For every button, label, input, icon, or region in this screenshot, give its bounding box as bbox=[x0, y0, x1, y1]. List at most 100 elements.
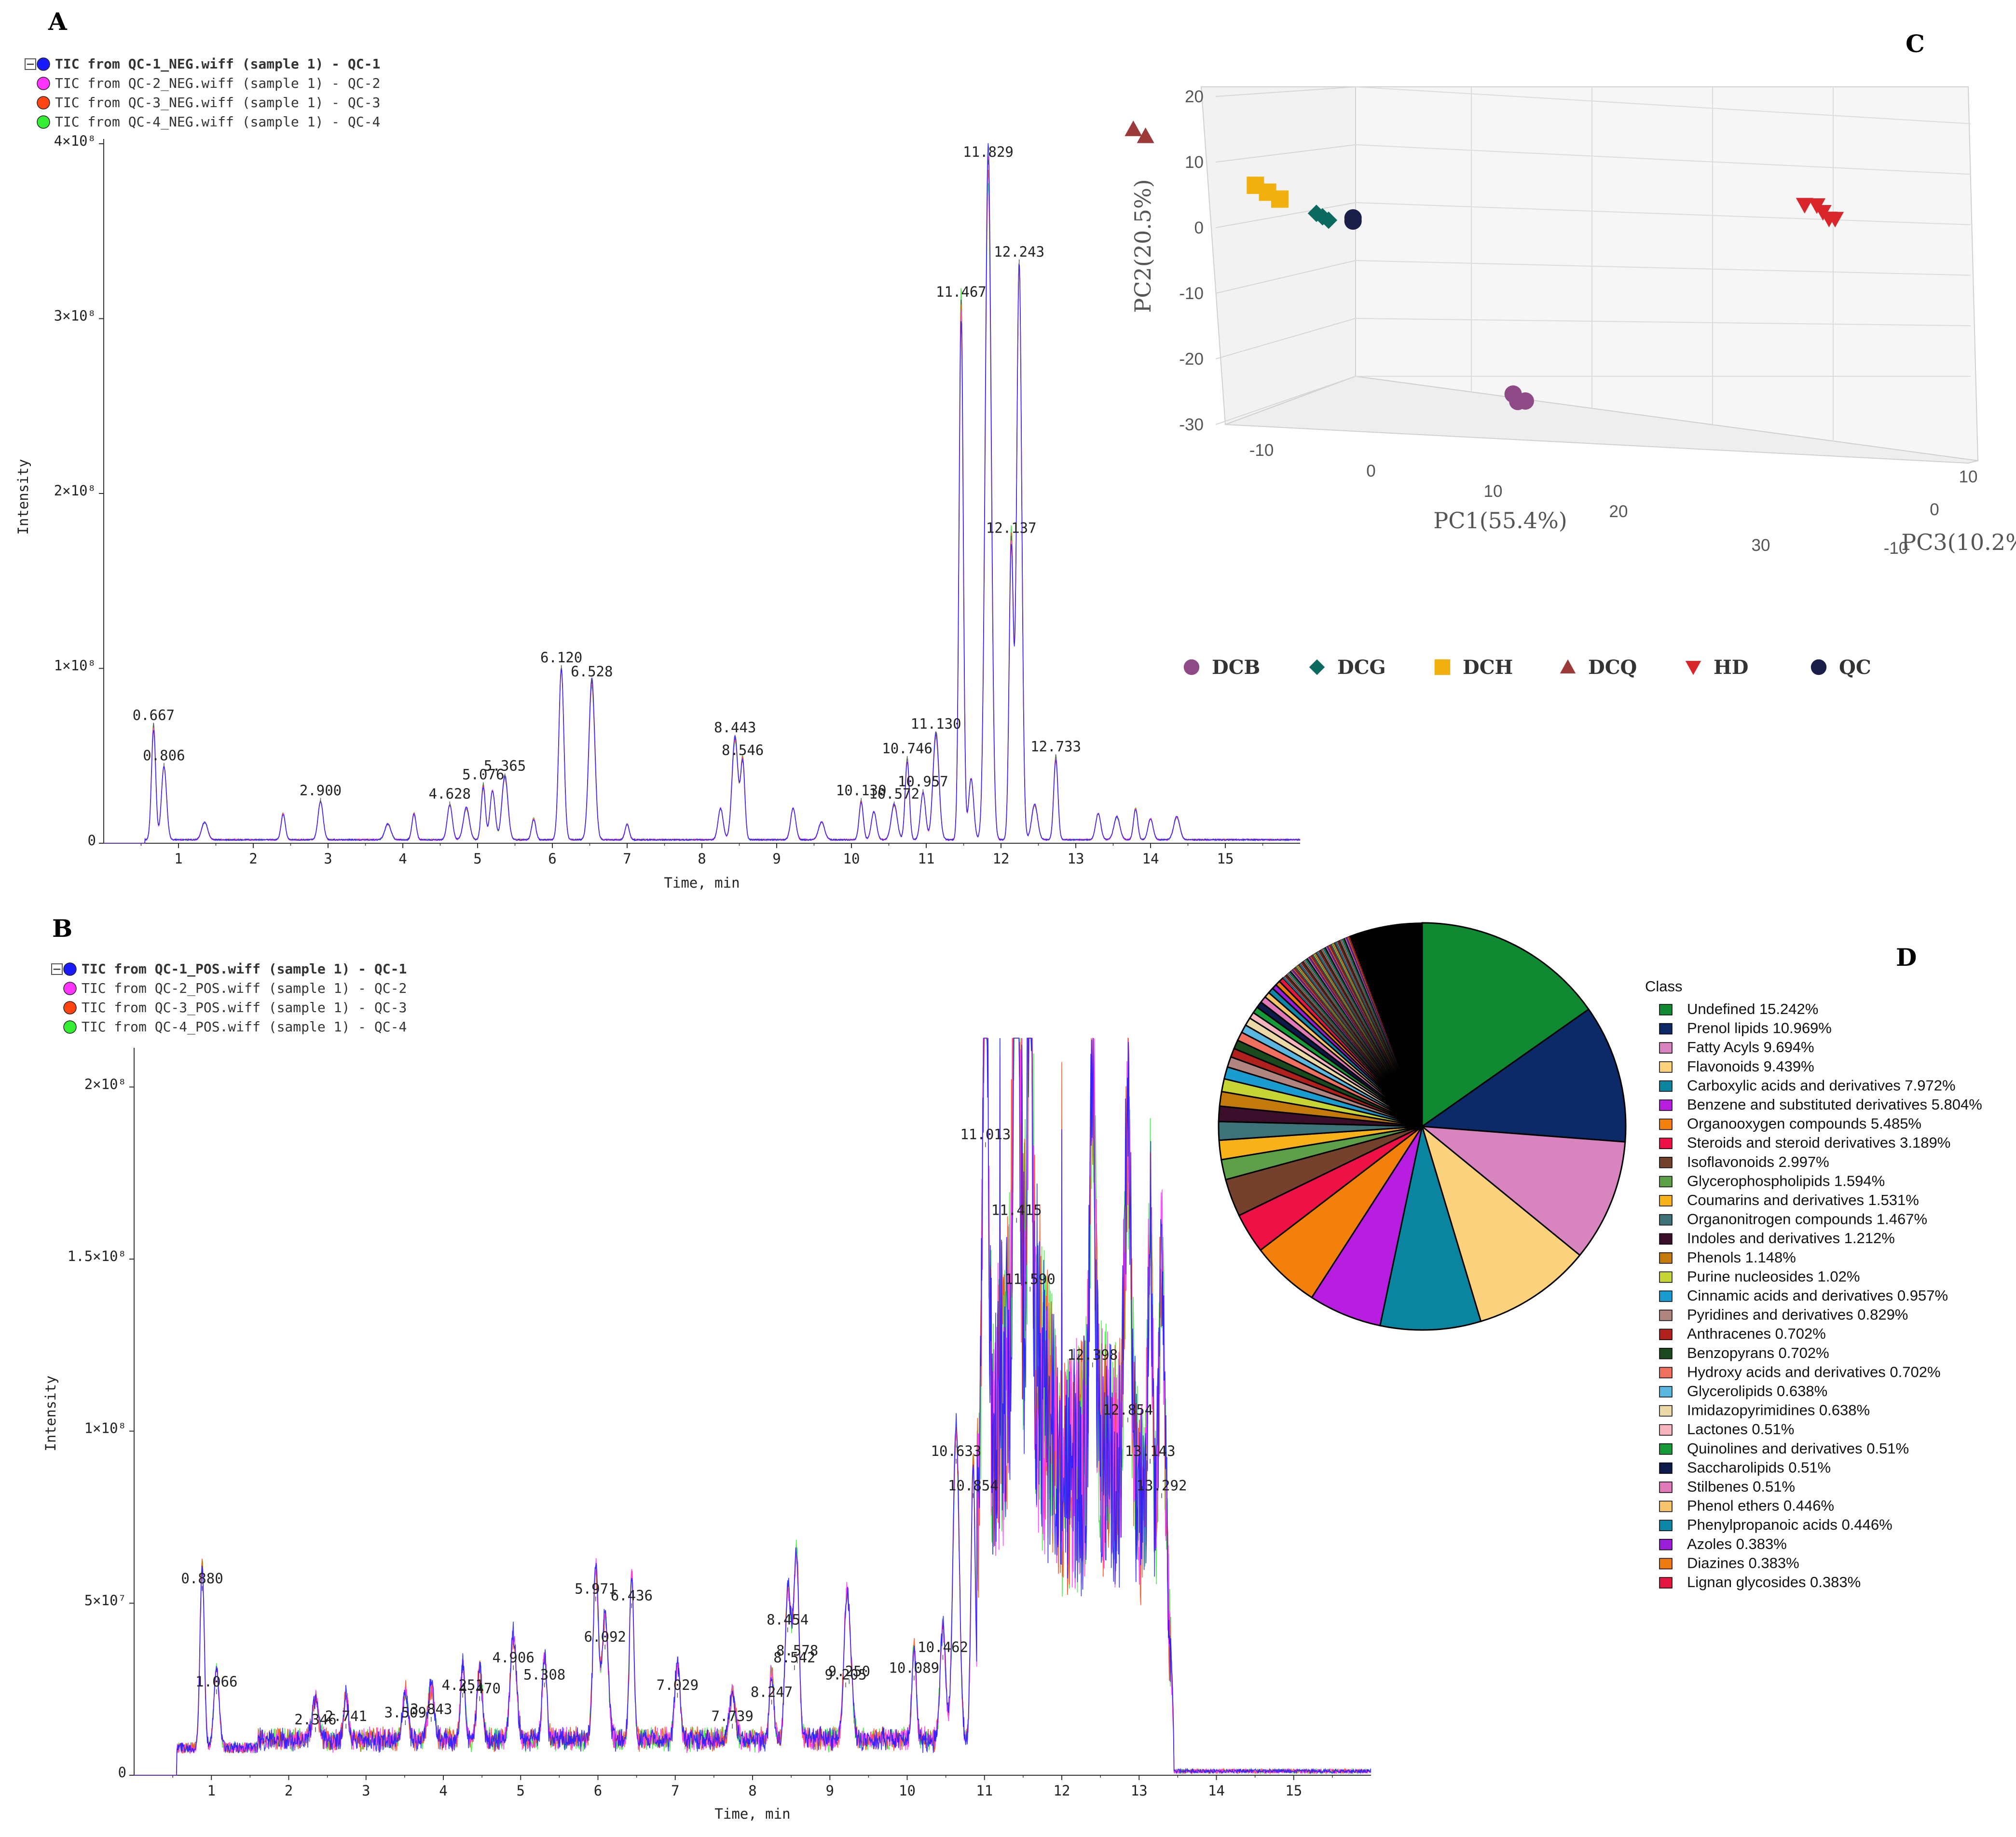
pie-legend-swatch-7 bbox=[1659, 1118, 1673, 1130]
pca-x-tick-label: 0 bbox=[1366, 462, 1375, 480]
legend-a: − TIC from QC-1_NEG.wiff (sample 1) - QC-… bbox=[25, 56, 380, 130]
y-tick-label: 2×10⁸ bbox=[54, 482, 96, 499]
peak-label: 10.572 bbox=[869, 786, 919, 802]
pca-y-axis-title: PC2(20.5%) bbox=[1130, 179, 1156, 313]
y-tick-label: 4×10⁸ bbox=[54, 133, 96, 149]
pie-legend-label-21: Glycerolipids 0.638% bbox=[1687, 1383, 1827, 1399]
pca-y-tick-label: 0 bbox=[1194, 219, 1204, 237]
pca-x-tick-label: -10 bbox=[1249, 441, 1274, 460]
peak-label: 11.130 bbox=[911, 716, 961, 732]
pca-x-tick-label: 30 bbox=[1752, 536, 1770, 555]
pca-point-hd bbox=[1796, 198, 1813, 214]
peak-label: 11.013 bbox=[960, 1126, 1011, 1143]
peak-label: 9.250 bbox=[828, 1663, 870, 1680]
peak-label: 10.089 bbox=[889, 1659, 939, 1676]
pie-legend-label-12: Organonitrogen compounds 1.467% bbox=[1687, 1211, 1927, 1228]
x-tick-label: 3 bbox=[324, 850, 332, 867]
peak-label: 11.829 bbox=[963, 144, 1014, 160]
peak-label: 10.746 bbox=[882, 740, 933, 756]
peak-label: 13.143 bbox=[1125, 1443, 1176, 1459]
pca-legend-marker-hd bbox=[1685, 661, 1701, 675]
pie-legend-swatch-25 bbox=[1659, 1462, 1673, 1474]
pie-legend-swatch-12 bbox=[1659, 1214, 1673, 1226]
pie-legend-label-5: Carboxylic acids and derivatives 7.972% bbox=[1687, 1077, 1956, 1094]
pie-legend-label-4: Flavonoids 9.439% bbox=[1687, 1058, 1814, 1075]
legend-b-entry-2: TIC from QC-2_POS.wiff (sample 1) - QC-2 bbox=[82, 980, 407, 997]
x-tick-label: 13 bbox=[1068, 850, 1084, 867]
peak-label: 10.130 bbox=[836, 782, 887, 798]
legend-a-entry-2: TIC from QC-2_NEG.wiff (sample 1) - QC-2 bbox=[55, 75, 380, 92]
pca-z-tick-label: 0 bbox=[1930, 500, 1939, 519]
peak-label: 6.120 bbox=[540, 649, 582, 666]
pca-grid-left bbox=[1215, 376, 1356, 425]
pie-slices bbox=[1218, 922, 1627, 1331]
x-tick-label: 10 bbox=[899, 1782, 916, 1799]
panel-label-d: D bbox=[1896, 943, 1917, 972]
pie-legend-label-27: Phenol ethers 0.446% bbox=[1687, 1497, 1834, 1514]
peak-label: 11.467 bbox=[936, 284, 987, 300]
x-tick-label: 12 bbox=[993, 850, 1010, 867]
x-tick-label: 13 bbox=[1131, 1782, 1148, 1799]
peak-label: 0.806 bbox=[143, 747, 185, 764]
pca-legend-label-hd: HD bbox=[1714, 656, 1748, 679]
y-tick-label: 1.5×10⁸ bbox=[68, 1248, 126, 1264]
pca-ticks: 20 10 0 -10 -20 -30 -10 0 10 20 30 10 0 -10 bbox=[1179, 87, 1977, 558]
chartA-trace-qc-1 bbox=[104, 143, 1301, 844]
peak-label: 7.739 bbox=[712, 1708, 754, 1724]
pie-legend-swatch-10 bbox=[1659, 1176, 1673, 1188]
x-tick-label: 1 bbox=[207, 1782, 216, 1799]
pie-slice-other bbox=[1349, 922, 1423, 1127]
peak-label: 2.900 bbox=[300, 782, 342, 798]
pie-legend-label-18: Anthracenes 0.702% bbox=[1687, 1325, 1826, 1342]
pie-legend-label-6: Benzene and substituted derivatives 5.80… bbox=[1687, 1096, 1982, 1113]
peak-label: 10.633 bbox=[931, 1443, 982, 1459]
pie-legend-swatch-19 bbox=[1659, 1348, 1673, 1359]
peak-label: 1.066 bbox=[195, 1673, 237, 1690]
pca-point-dcb bbox=[1516, 392, 1534, 410]
pie-legend-label-31: Lignan glycosides 0.383% bbox=[1687, 1574, 1861, 1590]
peak-label: 0.667 bbox=[133, 707, 175, 723]
legend-b-marker-4 bbox=[63, 1020, 77, 1034]
legend-b-entry-3: TIC from QC-3_POS.wiff (sample 1) - QC-3 bbox=[82, 1000, 407, 1016]
x-tick-label: 6 bbox=[548, 850, 556, 867]
peak-label: 6.092 bbox=[584, 1629, 626, 1645]
x-tick-label: 5 bbox=[517, 1782, 525, 1799]
pie-legend-label-22: Imidazopyrimidines 0.638% bbox=[1687, 1402, 1870, 1419]
pie-legend-swatch-6 bbox=[1659, 1099, 1673, 1111]
x-tick-label: 14 bbox=[1208, 1782, 1225, 1799]
pie-legend-swatch-14 bbox=[1659, 1252, 1673, 1264]
pie-legend-label-30: Diazines 0.383% bbox=[1687, 1554, 1799, 1571]
legend-a-marker-2 bbox=[37, 77, 50, 90]
chartB-trace-qc-4 bbox=[134, 1038, 1371, 1776]
pie-slice-5 bbox=[1379, 1126, 1482, 1331]
x-tick-label: 4 bbox=[398, 850, 407, 867]
pie-legend-label-9: Isoflavonoids 2.997% bbox=[1687, 1153, 1829, 1170]
chart-c: 20 10 0 -10 -20 -30 -10 0 10 20 30 10 0 -10 PC1(55.4%… bbox=[1125, 86, 2016, 679]
pca-grid-left bbox=[1215, 86, 1356, 97]
peak-label: 6.436 bbox=[611, 1588, 653, 1604]
pie-legend-label-20: Hydroxy acids and derivatives 0.702% bbox=[1687, 1363, 1941, 1380]
legend-b-collapse-sign: − bbox=[53, 961, 61, 977]
x-tick-label: 10 bbox=[843, 850, 860, 867]
chart-b: 1 2 3 4 5 6 7 8 9 10 11 12 13 14 1505×10⁷1×10⁸1.5×10⁸2… bbox=[68, 1037, 1371, 1799]
pca-y-tick-label: -20 bbox=[1179, 350, 1204, 369]
x-tick-label: 9 bbox=[772, 850, 781, 867]
chartA-trace-qc-2 bbox=[104, 156, 1301, 844]
pie-legend-label-2: Prenol lipids 10.969% bbox=[1687, 1020, 1832, 1037]
x-tick-label: 15 bbox=[1285, 1782, 1302, 1799]
pca-legend-label-dcq: DCQ bbox=[1588, 656, 1637, 679]
pie-legend-swatch-29 bbox=[1659, 1539, 1673, 1550]
pca-legend-label-dch: DCH bbox=[1463, 656, 1513, 679]
pca-point-hd bbox=[1826, 212, 1844, 228]
pca-grid-left bbox=[1215, 144, 1356, 163]
pca-legend-label-qc: QC bbox=[1839, 656, 1871, 679]
pie-legend-label-23: Lactones 0.51% bbox=[1687, 1421, 1794, 1438]
pie-slice-1 bbox=[1421, 922, 1590, 1128]
pie-legend-swatch-21 bbox=[1659, 1386, 1673, 1398]
pie-legend-label-11: Coumarins and derivatives 1.531% bbox=[1687, 1192, 1919, 1208]
pca-grid-back bbox=[1355, 260, 1971, 276]
peak-label: 12.243 bbox=[994, 244, 1044, 260]
peak-label: 4.906 bbox=[493, 1649, 535, 1666]
x-tick-label: 7 bbox=[671, 1782, 679, 1799]
pie-legend-label-8: Steroids and steroid derivatives 3.189% bbox=[1687, 1134, 1950, 1151]
